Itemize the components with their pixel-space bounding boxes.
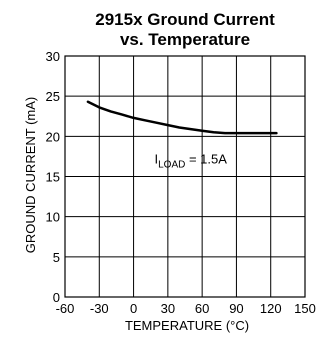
x-tick-label: 60 xyxy=(195,301,209,316)
plot-border xyxy=(64,55,306,298)
chart-title: 2915x Ground Current xyxy=(95,10,275,29)
plot-frame xyxy=(64,55,306,298)
x-tick-label: 30 xyxy=(161,301,175,316)
y-axis-label: GROUND CURRENT (mA) xyxy=(23,97,38,253)
load-annotation: ILOAD = 1.5A xyxy=(154,152,227,171)
annotation-subscript: LOAD xyxy=(158,160,185,171)
tick-labels: -60 -30 0 30 60 90 120 150 0 5 10 15 20 25 30 xyxy=(46,49,316,316)
y-tick-label: 10 xyxy=(46,210,60,225)
x-axis-label: TEMPERATURE (°C) xyxy=(125,318,249,333)
y-tick-label: 5 xyxy=(53,250,60,265)
y-tick-label: 0 xyxy=(53,290,60,305)
x-tick-label: 150 xyxy=(294,301,316,316)
y-tick-label: 20 xyxy=(46,129,60,144)
grid xyxy=(65,56,305,297)
y-tick-label: 15 xyxy=(46,170,60,185)
x-tick-label: -30 xyxy=(90,301,109,316)
x-tick-label: 90 xyxy=(229,301,243,316)
x-tick-label: 0 xyxy=(130,301,137,316)
x-tick-label: 120 xyxy=(260,301,282,316)
series-group xyxy=(86,100,278,135)
y-tick-label: 25 xyxy=(46,89,60,104)
series-line xyxy=(86,100,278,135)
chart-subtitle: vs. Temperature xyxy=(119,30,251,49)
annotation-suffix: = 1.5A xyxy=(185,152,227,167)
annotation-prefix: I xyxy=(154,152,158,167)
y-tick-label: 30 xyxy=(46,49,60,64)
x-tick-label: -60 xyxy=(56,301,75,316)
